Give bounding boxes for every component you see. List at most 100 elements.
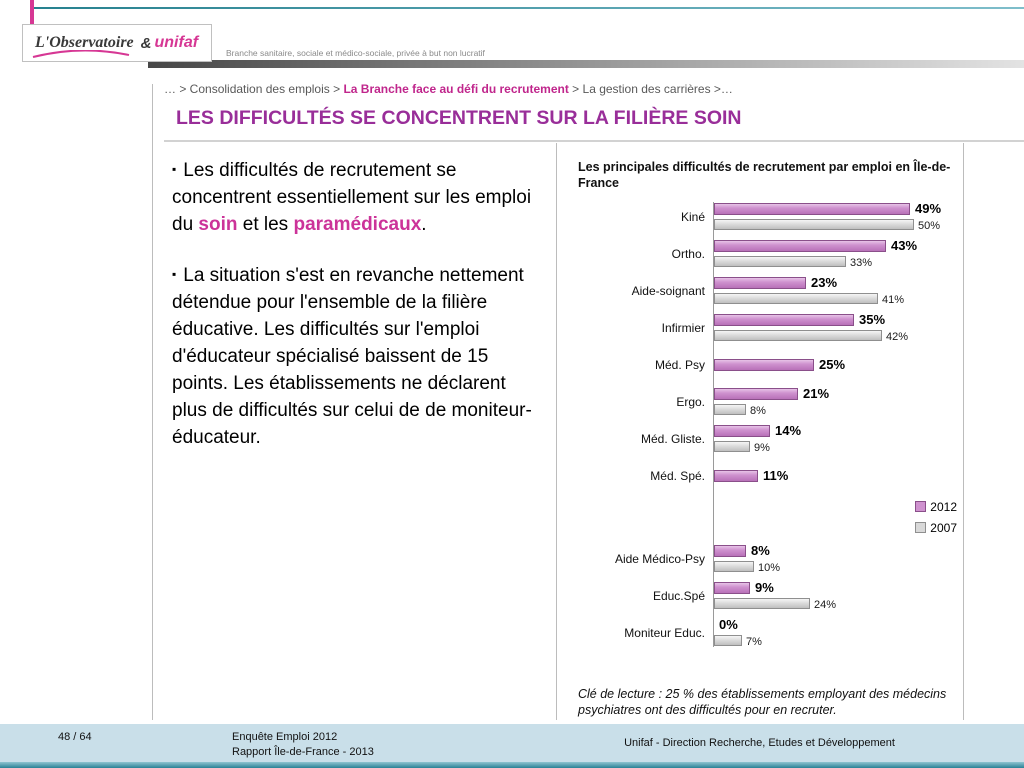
value-label-2007: 42% [886, 331, 909, 343]
value-label-2012: 9% [755, 580, 774, 595]
value-label-2007: 7% [746, 636, 762, 648]
p1-post: . [421, 213, 427, 235]
value-label-2012: 35% [859, 312, 886, 327]
bullet-paragraph-1: ▪ Les difficultés de recrutement se conce… [172, 158, 534, 239]
bar-2012 [714, 239, 886, 252]
bar-group: 25% [713, 357, 963, 372]
logo-ampersand: & [140, 34, 152, 52]
p2-text: La situation s'est en revanche nettement… [172, 264, 532, 448]
bar-group: 49% 50% [713, 201, 963, 232]
chart-rows: Kiné 49% 50% Ortho. 43% 33% Aide-soignant 23% 41… [578, 198, 963, 651]
chart-row: Méd. Psy 25% [578, 346, 963, 383]
footer-doc-line2: Rapport Île-de-France - 2013 [232, 745, 374, 758]
page-title: LES DIFFICULTÉS SE CONCENTRENT SUR LA FI… [176, 107, 742, 129]
footer-doc-title: Enquête Emploi 2012 Rapport Île-de-Franc… [232, 730, 374, 760]
chart-row: Aide-soignant 23% 41% [578, 272, 963, 309]
bar-2007 [714, 560, 754, 572]
header-gradient-band [148, 60, 1024, 68]
chart-row: Kiné 49% 50% [578, 198, 963, 235]
legend-item-2012: 2012 [915, 500, 957, 514]
bar-2007 [714, 329, 882, 341]
logo: L'Observatoire & unifaf [22, 24, 212, 62]
pink-accent-bar [30, 0, 34, 38]
reading-key-note: Clé de lecture : 25 % des établissements… [578, 687, 947, 718]
chart-row: Infirmier 35% 42% [578, 309, 963, 346]
legend-swatch-icon [915, 501, 927, 512]
bar-2012 [714, 276, 806, 289]
legend-swatch-icon [915, 522, 927, 533]
page-number: 48 / 64 [58, 731, 92, 743]
breadcrumb-pre: … > Consolidation des emplois > [164, 82, 344, 96]
footer-doc-line1: Enquête Emploi 2012 [232, 731, 338, 743]
chart-legend: 2012 2007 [915, 500, 957, 535]
breadcrumb-post: > La gestion des carrières >… [568, 82, 733, 96]
value-label-2007: 33% [850, 257, 873, 269]
logo-observatoire-text: L'Observatoire [35, 34, 134, 51]
value-label-2007: 8% [750, 405, 766, 417]
value-label-2007: 24% [814, 599, 837, 611]
breadcrumb: … > Consolidation des emplois > La Branc… [164, 82, 733, 96]
category-label: Aide-soignant [631, 283, 705, 298]
category-label: Aide Médico-Psy [614, 551, 705, 566]
chart-row: Educ.Spé 9% 24% [578, 577, 963, 614]
title-rule [164, 140, 1024, 142]
value-label-2012: 11% [763, 468, 789, 483]
chart-row: Ortho. 43% 33% [578, 235, 963, 272]
bar-2012 [714, 202, 910, 215]
bar-2012 [714, 387, 798, 400]
chart-title: Les principales difficultés de recruteme… [578, 160, 951, 190]
chart-row: Aide Médico-Psy 8% 10% [578, 540, 963, 577]
value-label-2007: 41% [882, 294, 905, 306]
bullet-paragraph-2: ▪ La situation s'est en revanche nettemen… [172, 263, 534, 452]
bar-2007 [714, 440, 750, 452]
bar-2012 [714, 358, 814, 371]
bar-2012 [714, 544, 746, 557]
bar-group: 43% 33% [713, 238, 963, 269]
value-label-2007: 50% [918, 220, 941, 232]
bar-2012 [714, 313, 854, 326]
category-label: Moniteur Educ. [624, 625, 705, 640]
value-label-2012: 0% [719, 617, 738, 632]
bar-group: 14% 9% [713, 423, 963, 454]
bar-group: 0% 7% [713, 617, 963, 648]
bar-2012 [714, 469, 758, 482]
logo-tagline: Branche sanitaire, sociale et médico-soc… [226, 48, 485, 58]
chart-row: Ergo. 21% 8% [578, 383, 963, 420]
value-label-2007: 9% [754, 442, 770, 454]
logo-unifaf-text: unifaf [154, 34, 199, 51]
right-separator-line [963, 143, 964, 720]
bar-2007 [714, 255, 846, 267]
bar-group: 8% 10% [713, 543, 963, 574]
bottom-accent-bar [0, 762, 1024, 768]
bar-2007 [714, 292, 878, 304]
chart-row: Moniteur Educ. 0% 7% [578, 614, 963, 651]
chart-row: Méd. Spé. 11% [578, 457, 963, 494]
value-label-2012: 43% [891, 238, 918, 253]
category-label: Kiné [680, 209, 705, 224]
value-label-2012: 21% [803, 386, 830, 401]
middle-separator-line [556, 143, 557, 720]
bar-2007 [714, 597, 810, 609]
breadcrumb-current: La Branche face au défi du recrutement [343, 82, 569, 96]
footer: 48 / 64 Enquête Emploi 2012 Rapport Île-… [0, 724, 1024, 762]
chart-legend-gap: 2012 2007 [578, 494, 963, 540]
body-text: ▪ Les difficultés de recrutement se conce… [172, 158, 534, 476]
p1-highlight-soin: soin [198, 213, 238, 235]
value-label-2012: 23% [811, 275, 838, 290]
value-label-2007: 10% [758, 562, 781, 574]
p1-mid: et les [237, 213, 294, 235]
chart-row: Méd. Gliste. 14% 9% [578, 420, 963, 457]
p1-text: Les difficultés de recrutement se concen… [172, 160, 532, 235]
bar-2007 [714, 634, 742, 646]
value-label-2012: 8% [751, 543, 770, 558]
bar-2012 [714, 424, 770, 437]
bar-group: 23% 41% [713, 275, 963, 306]
bar-group: 35% 42% [713, 312, 963, 343]
legend-label: 2012 [930, 499, 957, 514]
category-label: Ergo. [676, 394, 705, 409]
category-label: Educ.Spé [652, 588, 705, 603]
legend-item-2007: 2007 [915, 521, 957, 535]
left-separator-line [152, 84, 153, 720]
bar-group: 21% 8% [713, 386, 963, 417]
